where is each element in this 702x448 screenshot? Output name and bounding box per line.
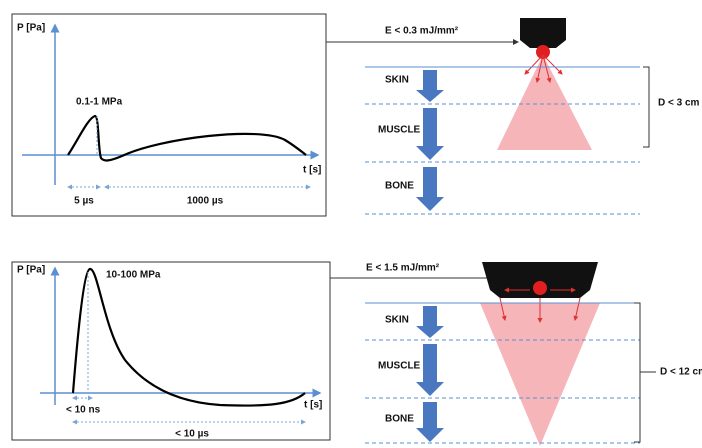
plot-frame: [12, 14, 326, 216]
layer-label: BONE: [385, 414, 414, 425]
span-label: < 10 µs: [175, 429, 209, 440]
panel-top: P [Pa] 0.1-1 MPa t [s] 5 µs 1000 µs E < …: [12, 14, 700, 216]
energy-cone: [480, 303, 600, 446]
span-label: < 10 ns: [66, 405, 101, 416]
depth-arrow: [416, 70, 444, 102]
depth-label: D < 3 cm: [658, 98, 700, 109]
x-label: t [s]: [304, 400, 322, 411]
peak-label: 10-100 MPa: [106, 270, 161, 281]
energy-cone: [497, 55, 592, 150]
energy-label: E < 1.5 mJ/mm²: [366, 263, 440, 274]
layer-label: SKIN: [385, 315, 409, 326]
y-label: P [Pa]: [17, 23, 45, 34]
depth-bracket: [634, 303, 640, 442]
device: [520, 18, 566, 48]
layer-label: MUSCLE: [378, 125, 421, 136]
x-label: t [s]: [303, 165, 321, 176]
source: [533, 281, 547, 295]
energy-label: E < 0.3 mJ/mm²: [385, 26, 459, 37]
panel-bottom: P [Pa] 10-100 MPa t [s] < 10 ns < 10 µs …: [12, 262, 702, 446]
peak-label: 0.1-1 MPa: [76, 97, 123, 108]
layer-label: SKIN: [385, 75, 409, 86]
plot-frame: [12, 262, 330, 440]
y-label: P [Pa]: [17, 265, 45, 276]
span-label: 1000 µs: [187, 196, 224, 207]
depth-label: D < 12 cm: [660, 367, 702, 378]
depth-arrow: [416, 167, 444, 211]
diagram: P [Pa] 0.1-1 MPa t [s] 5 µs 1000 µs E < …: [0, 0, 702, 448]
depth-bracket: [643, 67, 649, 147]
span-label: 5 µs: [74, 196, 94, 207]
depth-arrow: [416, 402, 444, 442]
layer-label: BONE: [385, 181, 414, 192]
depth-arrow: [416, 306, 444, 338]
layer-label: MUSCLE: [378, 361, 421, 372]
